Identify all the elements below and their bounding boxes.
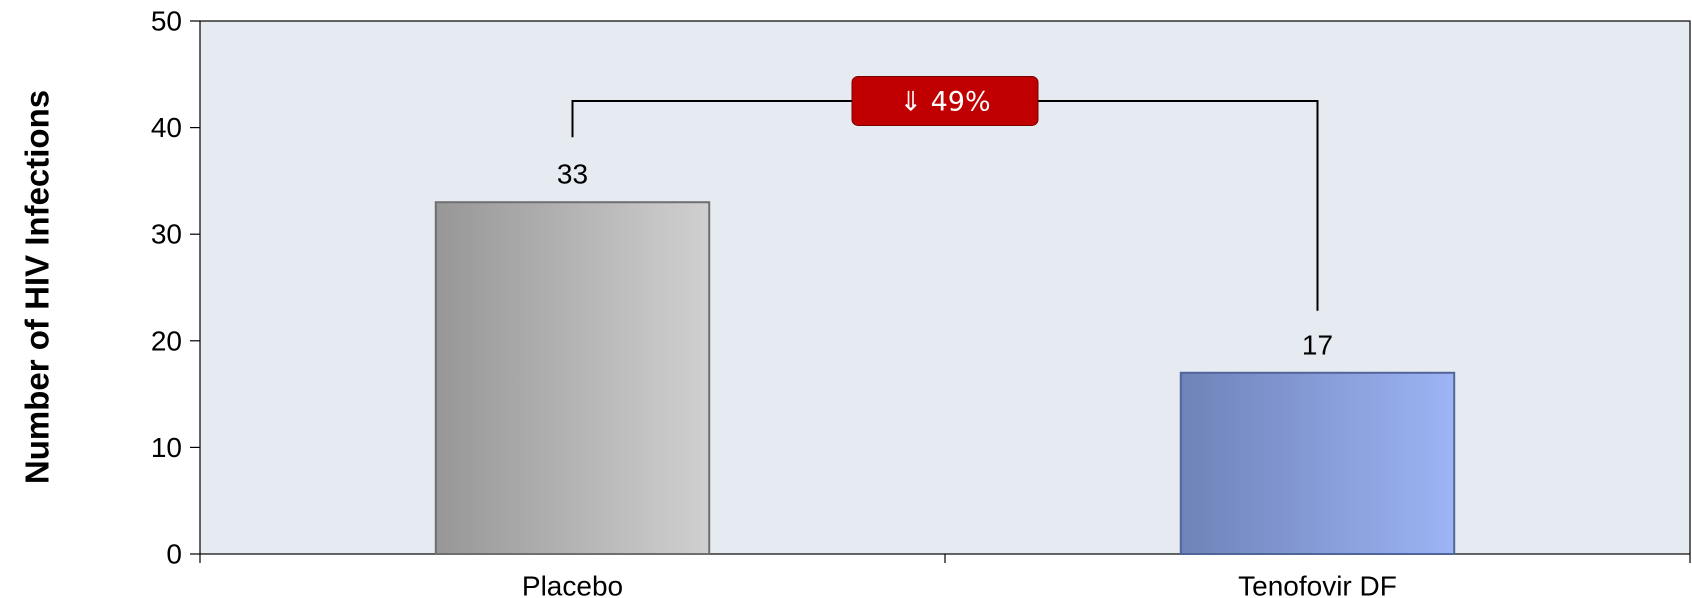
y-tick-label: 40 [151,112,182,143]
y-axis: 0 10 20 30 40 50 [151,6,200,570]
y-tick-label: 20 [151,325,182,356]
data-label: 17 [1302,329,1333,360]
data-labels: 33 17 [557,159,1333,361]
y-axis-title: Number of HIV Infections [19,90,56,484]
y-tick-label: 0 [166,539,182,570]
x-tick-label: Tenofovir DF [1238,571,1397,598]
y-tick-label: 30 [151,219,182,250]
reduction-label: ⇓ 49% [899,86,990,117]
x-axis: Placebo Tenofovir DF [199,554,1691,598]
bars [434,201,1456,555]
y-tick-label: 50 [151,6,182,37]
bar-placebo [434,201,711,555]
y-tick-label: 10 [151,432,182,463]
bar-tenofovir-df [1179,371,1456,555]
x-tick-label: Placebo [522,571,623,598]
reduction-badge [851,75,1039,126]
data-label: 33 [557,159,588,190]
comparison-annotation: ⇓ 49% [571,75,1319,311]
